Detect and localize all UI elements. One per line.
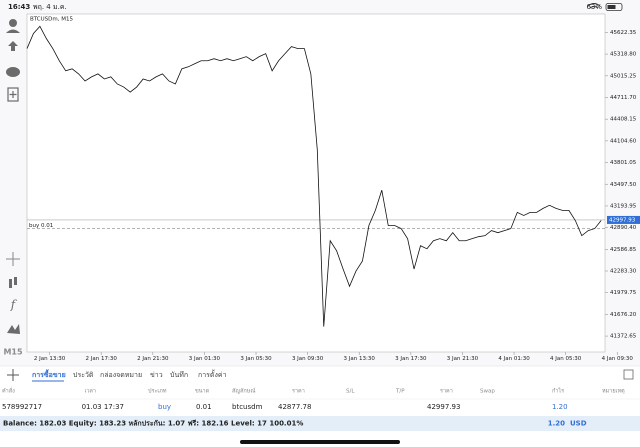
y-tick-label: 41676.20 (610, 312, 637, 318)
column-header: ราคา (292, 389, 305, 395)
tabs: การซื้อขาย ประวัติ กล่องจดหมาย ข่าว บันทึก กา… (32, 368, 227, 382)
y-tick-label: 44711.70 (610, 95, 637, 101)
x-tick-label: 3 Jan 09:30 (292, 356, 324, 362)
column-header: S/L (346, 389, 355, 395)
x-tick-label: 3 Jan 01:30 (189, 356, 221, 362)
y-tick-label: 43497.50 (610, 182, 637, 188)
function-icon[interactable]: f (10, 298, 18, 312)
y-tick-label: 42283.30 (610, 269, 637, 275)
account-icon-body (6, 29, 20, 33)
column-header: หมายเหตุ (602, 389, 625, 395)
account-icon[interactable] (9, 19, 17, 27)
column-header: ประเภท (148, 388, 167, 395)
cell-volume: 0.01 (196, 403, 212, 411)
y-tick-label: 42586.85 (610, 247, 637, 253)
objects-icon[interactable] (7, 324, 20, 334)
wifi-icon (587, 3, 601, 9)
cell-profit: 1.20 (552, 403, 568, 411)
chat-icon[interactable] (6, 67, 20, 77)
x-tick-label: 2 Jan 17:30 (86, 356, 118, 362)
x-tick-label: 2 Jan 21:30 (137, 356, 169, 362)
indicators-icon[interactable] (9, 279, 12, 288)
summary-currency: USD (570, 420, 587, 428)
price-line-series (26, 25, 602, 327)
y-tick-label: 41372.65 (610, 334, 637, 340)
column-header: T/P (395, 389, 405, 395)
price-label: 42997.93 (609, 217, 636, 223)
crosshair-icon[interactable] (6, 252, 20, 266)
tab[interactable]: การซื้อขาย (32, 368, 66, 379)
tab[interactable]: กล่องจดหมาย (100, 371, 142, 379)
cell-time: 01.03 17:37 (82, 403, 124, 411)
summary-bar (0, 416, 640, 431)
y-tick-label: 45318.80 (610, 52, 637, 58)
y-tick-label: 45622.35 (610, 30, 637, 36)
y-tick-label: 43801.05 (610, 160, 637, 166)
x-tick-label: 3 Jan 17:30 (395, 356, 427, 362)
summary-text: Balance: 182.03 Equity: 183.23 หลักประกั… (3, 420, 303, 428)
cell-symbol: btcusdm (232, 403, 263, 411)
status-date: พฤ. 4 ม.ค. (33, 3, 67, 11)
x-tick-label: 4 Jan 01:30 (498, 356, 530, 362)
x-tick-label: 3 Jan 13:30 (344, 356, 376, 362)
tab[interactable]: บันทึก (170, 370, 188, 379)
chart-layer: 45622.35 45318.80 45015.25 44711.70 44408.15… (26, 25, 640, 362)
cell-type: buy (158, 403, 171, 411)
column-header: เวลา (85, 389, 96, 395)
y-tick-label: 44104.60 (610, 138, 637, 144)
home-indicator (240, 440, 400, 444)
cell-price: 42997.93 (427, 403, 460, 411)
battery-icon (605, 3, 623, 11)
y-tick-label: 42890.40 (610, 225, 637, 231)
timeframe-button[interactable]: M15 (3, 348, 23, 357)
add-button[interactable] (7, 369, 19, 381)
status-battery: 63% (586, 3, 602, 11)
cell-order: 578992717 (2, 403, 42, 411)
tab[interactable]: ข่าว (150, 371, 163, 379)
new-order-plus (9, 91, 17, 98)
tab[interactable]: การตั้งค่า (198, 368, 227, 379)
battery-level (607, 5, 616, 9)
y-tick-label: 43193.95 (610, 203, 637, 209)
x-tick-label: 2 Jan 13:30 (34, 356, 66, 362)
x-tick-label: 3 Jan 05:30 (240, 356, 272, 362)
y-tick-label: 41979.75 (610, 290, 637, 296)
buy-line-label: buy 0.01 (29, 223, 53, 229)
cell-open-price: 42877.78 (278, 403, 311, 411)
column-header: ขนาด (195, 389, 210, 395)
status-time: 16:43 (8, 3, 30, 11)
indicators-icon-2 (14, 277, 17, 285)
column-header: คำสั่ง (2, 387, 15, 395)
trade-icon[interactable] (8, 41, 18, 51)
column-header: Swap (480, 389, 495, 395)
bottom-panel (0, 366, 640, 447)
chart-frame (26, 13, 606, 353)
x-tick-label: 4 Jan 05:30 (550, 356, 582, 362)
column-header: กำไร (552, 388, 564, 395)
x-tick-label: 3 Jan 21:30 (447, 356, 479, 362)
orders-table: คำสั่ง เวลา ประเภท ขนาด สัญลักษณ์ ราคา S/L T/P ร… (0, 387, 640, 411)
column-header: ราคา (440, 389, 453, 395)
y-tick-label: 45015.25 (610, 73, 637, 79)
x-tick-label: 4 Jan 09:30 (602, 356, 634, 362)
left-toolbar: f M15 (3, 19, 23, 357)
y-tick-label: 44408.15 (610, 117, 637, 123)
column-header: สัญลักษณ์ (232, 388, 255, 395)
summary-profit: 1.20 (548, 420, 565, 428)
new-order-icon[interactable] (7, 87, 19, 102)
chart-title: BTCUSDm, M15 (30, 17, 74, 23)
panel-toggle[interactable] (623, 369, 634, 380)
price-label-box (607, 215, 640, 224)
tab[interactable]: ประวัติ (73, 371, 94, 379)
